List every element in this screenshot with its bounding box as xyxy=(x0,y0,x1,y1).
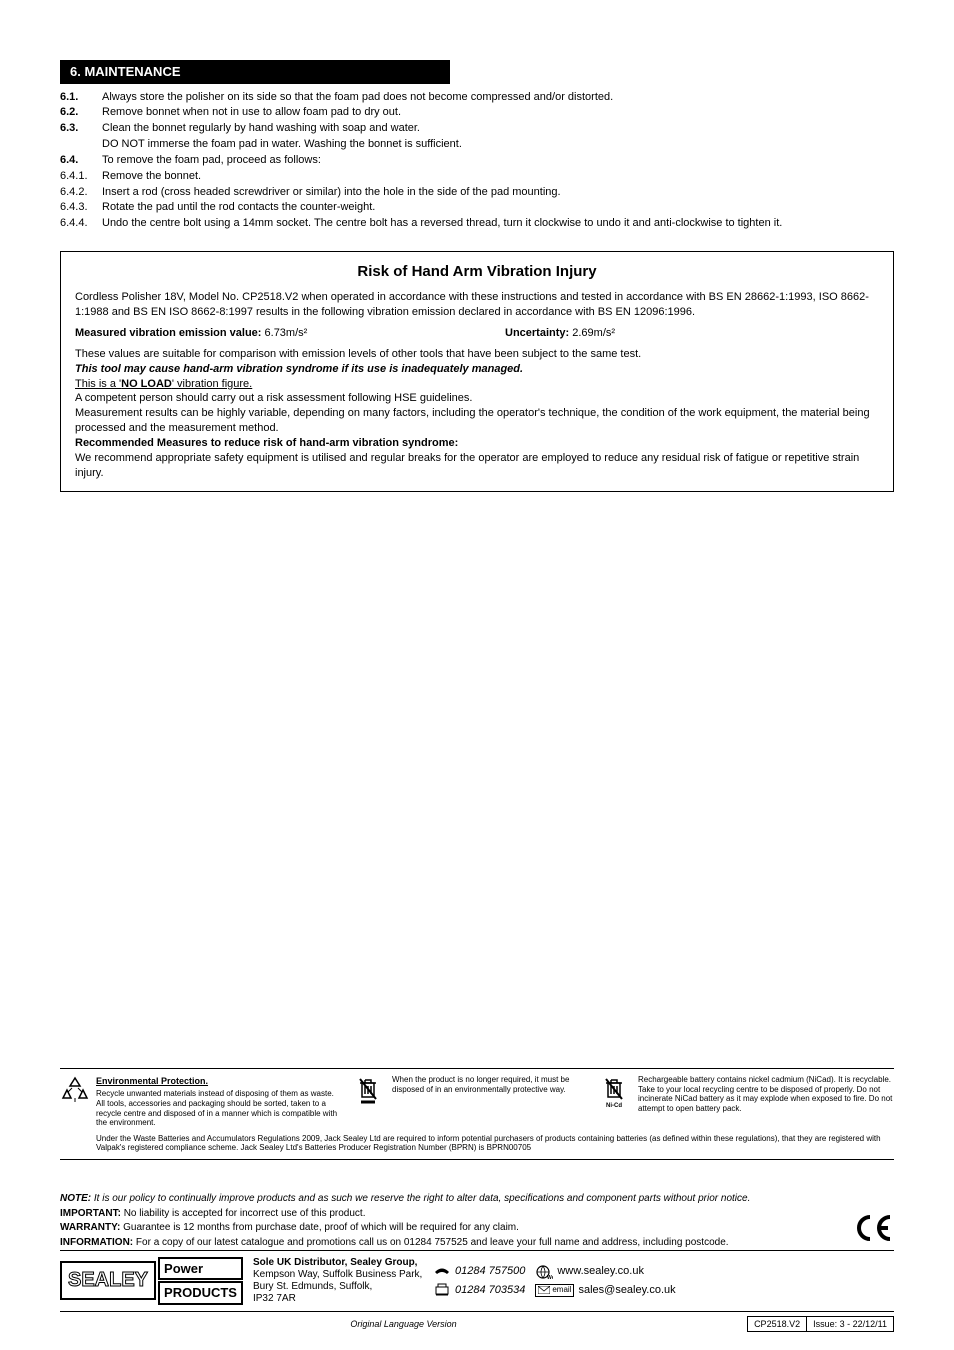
logo-products: PRODUCTS xyxy=(158,1281,243,1305)
maint-item: 6.4.2. Insert a rod (cross headed screwd… xyxy=(60,185,894,200)
maint-text: Undo the centre bolt using a 14mm socket… xyxy=(102,216,894,231)
phone-fax-col: 01284 757500 01284 703534 xyxy=(433,1264,525,1298)
web-url: www.sealey.co.uk xyxy=(557,1264,644,1279)
vibration-variable: Measurement results can be highly variab… xyxy=(75,406,879,436)
env-text-weee: When the product is no longer required, … xyxy=(392,1075,586,1094)
env-text-recycle: Recycle unwanted materials instead of di… xyxy=(96,1089,340,1127)
logo: SEALEY Power PRODUCTS xyxy=(60,1257,243,1305)
env-heading: Environmental Protection. xyxy=(96,1075,340,1087)
svg-text:Ni-Cd: Ni-Cd xyxy=(606,1103,622,1109)
maint-item: 6.4. To remove the foam pad, proceed as … xyxy=(60,153,894,168)
issue-date: Issue: 3 - 22/12/11 xyxy=(807,1317,893,1331)
env-col-battery: Ni-Cd Rechargeable battery contains nick… xyxy=(602,1075,894,1114)
maintenance-list: 6.1. Always store the polisher on its si… xyxy=(60,90,894,232)
email-icon: email xyxy=(535,1284,574,1297)
maint-num: 6.1. xyxy=(60,90,102,105)
footer: SEALEY Power PRODUCTS Sole UK Distributo… xyxy=(60,1250,894,1312)
maint-item: 6.2. Remove bonnet when not in use to al… xyxy=(60,105,894,120)
vibration-warning: This tool may cause hand-arm vibration s… xyxy=(75,362,879,377)
uncertainty-label: Uncertainty: xyxy=(505,327,569,339)
maint-num: 6.4.1. xyxy=(60,169,102,184)
fax-number: 01284 703534 xyxy=(455,1283,525,1298)
address: Sole UK Distributor, Sealey Group, Kemps… xyxy=(253,1257,423,1305)
maint-num: 6.4. xyxy=(60,153,102,168)
vibration-competent: A competent person should carry out a ri… xyxy=(75,391,879,406)
vibration-noload: This is a 'NO LOAD' vibration figure. xyxy=(75,377,879,392)
svg-text:Web: Web xyxy=(547,1275,553,1280)
info-text: For a copy of our latest catalogue and p… xyxy=(136,1237,729,1248)
maint-item: DO NOT immerse the foam pad in water. Wa… xyxy=(60,137,894,152)
maint-text: Remove the bonnet. xyxy=(102,169,894,184)
maint-num: 6.4.2. xyxy=(60,185,102,200)
web-email-col: Web www.sealey.co.uk email sales@sealey.… xyxy=(535,1264,675,1298)
battery-bin-icon: Ni-Cd xyxy=(602,1075,632,1114)
measured-value: 6.73m/s² xyxy=(265,327,308,339)
measured-label: Measured vibration emission value: xyxy=(75,327,261,339)
vibration-rec-text: We recommend appropriate safety equipmen… xyxy=(75,451,879,481)
important-label: IMPORTANT: xyxy=(60,1208,121,1219)
recycle-icon xyxy=(60,1075,90,1110)
env-col-weee: When the product is no longer required, … xyxy=(356,1075,586,1110)
info-label: INFORMATION: xyxy=(60,1237,133,1248)
maint-text: Remove bonnet when not in use to allow f… xyxy=(102,105,894,120)
section-header: 6. MAINTENANCE xyxy=(60,60,450,84)
model-number: CP2518.V2 xyxy=(748,1317,807,1331)
maint-num xyxy=(60,137,102,152)
vibration-intro: Cordless Polisher 18V, Model No. CP2518.… xyxy=(75,290,879,320)
maint-text: To remove the foam pad, proceed as follo… xyxy=(102,153,894,168)
email-address: sales@sealey.co.uk xyxy=(578,1283,675,1298)
maint-num: 6.3. xyxy=(60,121,102,136)
maint-num: 6.4.4. xyxy=(60,216,102,231)
vibration-title: Risk of Hand Arm Vibration Injury xyxy=(75,262,879,282)
env-col-recycle: Environmental Protection. Recycle unwant… xyxy=(60,1075,340,1128)
env-text-battery: Rechargeable battery contains nickel cad… xyxy=(638,1075,894,1113)
issue-box: CP2518.V2 Issue: 3 - 22/12/11 xyxy=(747,1316,894,1332)
note-label: NOTE: xyxy=(60,1193,91,1204)
note-text: It is our policy to continually improve … xyxy=(94,1193,750,1204)
maint-item: 6.3. Clean the bonnet regularly by hand … xyxy=(60,121,894,136)
maint-num: 6.4.3. xyxy=(60,200,102,215)
phone-number: 01284 757500 xyxy=(455,1264,525,1279)
env-legal: Under the Waste Batteries and Accumulato… xyxy=(60,1134,894,1153)
maint-item: 6.4.4. Undo the centre bolt using a 14mm… xyxy=(60,216,894,231)
maint-text: Rotate the pad until the rod contacts th… xyxy=(102,200,894,215)
fax-icon xyxy=(433,1283,451,1297)
warranty-text: Guarantee is 12 months from purchase dat… xyxy=(123,1222,519,1233)
environmental-section: Environmental Protection. Recycle unwant… xyxy=(60,1068,894,1160)
vibration-comparison: These values are suitable for comparison… xyxy=(75,347,879,362)
logo-power: Power xyxy=(158,1257,243,1281)
vibration-rec-label: Recommended Measures to reduce risk of h… xyxy=(75,436,879,451)
logo-sealey: SEALEY xyxy=(60,1261,156,1300)
phone-icon xyxy=(433,1265,451,1279)
weee-bin-icon xyxy=(356,1075,386,1110)
ce-mark-icon xyxy=(854,1211,894,1254)
web-icon: Web xyxy=(535,1265,553,1279)
maint-item: 6.4.1. Remove the bonnet. xyxy=(60,169,894,184)
maint-item: 6.1. Always store the polisher on its si… xyxy=(60,90,894,105)
vibration-box: Risk of Hand Arm Vibration Injury Cordle… xyxy=(60,251,894,491)
maint-text: Insert a rod (cross headed screwdriver o… xyxy=(102,185,894,200)
warranty-label: WARRANTY: xyxy=(60,1222,120,1233)
vibration-measurements: Measured vibration emission value: 6.73m… xyxy=(75,326,879,341)
maint-num: 6.2. xyxy=(60,105,102,120)
maint-item: 6.4.3. Rotate the pad until the rod cont… xyxy=(60,200,894,215)
maint-text: DO NOT immerse the foam pad in water. Wa… xyxy=(102,137,894,152)
original-language: Original Language Version xyxy=(350,1318,456,1330)
notes-section: NOTE: It is our policy to continually im… xyxy=(60,1192,894,1250)
maint-text: Clean the bonnet regularly by hand washi… xyxy=(102,121,894,136)
bottom-line: Original Language Version CP2518.V2 Issu… xyxy=(60,1316,894,1332)
uncertainty-value: 2.69m/s² xyxy=(572,327,615,339)
maint-text: Always store the polisher on its side so… xyxy=(102,90,894,105)
important-text: No liability is accepted for incorrect u… xyxy=(124,1208,366,1219)
